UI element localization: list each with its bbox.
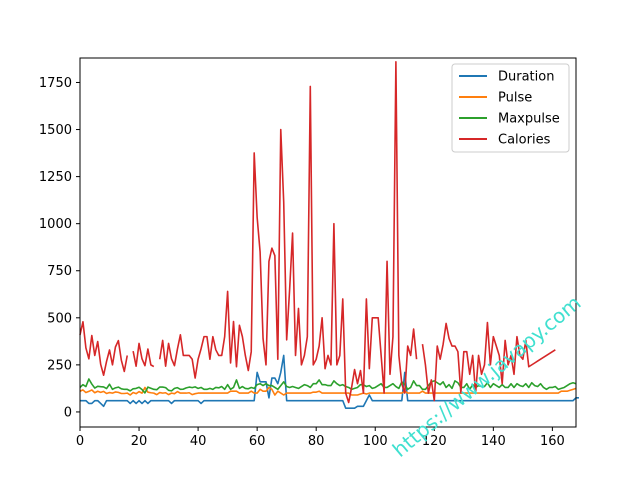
y-tick-label: 0 (64, 405, 72, 420)
series-line-duration (80, 354, 579, 409)
x-tick-label: 160 (540, 434, 565, 449)
x-tick-label: 80 (308, 434, 325, 449)
y-tick-label: 750 (47, 264, 72, 279)
series-line-calories (79, 60, 556, 404)
series-line-pulse (79, 386, 577, 396)
x-tick-label: 60 (249, 434, 266, 449)
y-tick-label: 1500 (39, 123, 72, 138)
legend-label-duration: Duration (498, 70, 554, 85)
y-axis: 0 250 500 750 1000 1250 1500 1750 (39, 76, 80, 420)
x-tick-label: 140 (481, 434, 506, 449)
y-tick-label: 1750 (39, 76, 72, 91)
legend-label-calories: Calories (498, 133, 551, 148)
x-axis: 0 20 40 60 80 100 120 140 160 (76, 427, 565, 449)
y-tick-label: 1250 (39, 170, 72, 185)
x-tick-label: 0 (76, 434, 84, 449)
y-tick-label: 250 (47, 358, 72, 373)
legend-box (451, 63, 570, 153)
y-tick-label: 500 (47, 311, 72, 326)
legend-label-pulse: Pulse (498, 91, 532, 106)
legend-label-maxpulse: Maxpulse (498, 112, 560, 127)
legend: Duration Pulse Maxpulse Calories (451, 63, 570, 153)
plot-frame (79, 57, 577, 428)
y-tick-label: 1000 (39, 217, 72, 232)
series-line-maxpulse (79, 378, 577, 394)
series-layer (79, 60, 579, 409)
x-tick-label: 40 (190, 434, 207, 449)
x-tick-label: 20 (131, 434, 148, 449)
x-tick-label: 120 (422, 434, 447, 449)
x-tick-label: 100 (363, 434, 388, 449)
